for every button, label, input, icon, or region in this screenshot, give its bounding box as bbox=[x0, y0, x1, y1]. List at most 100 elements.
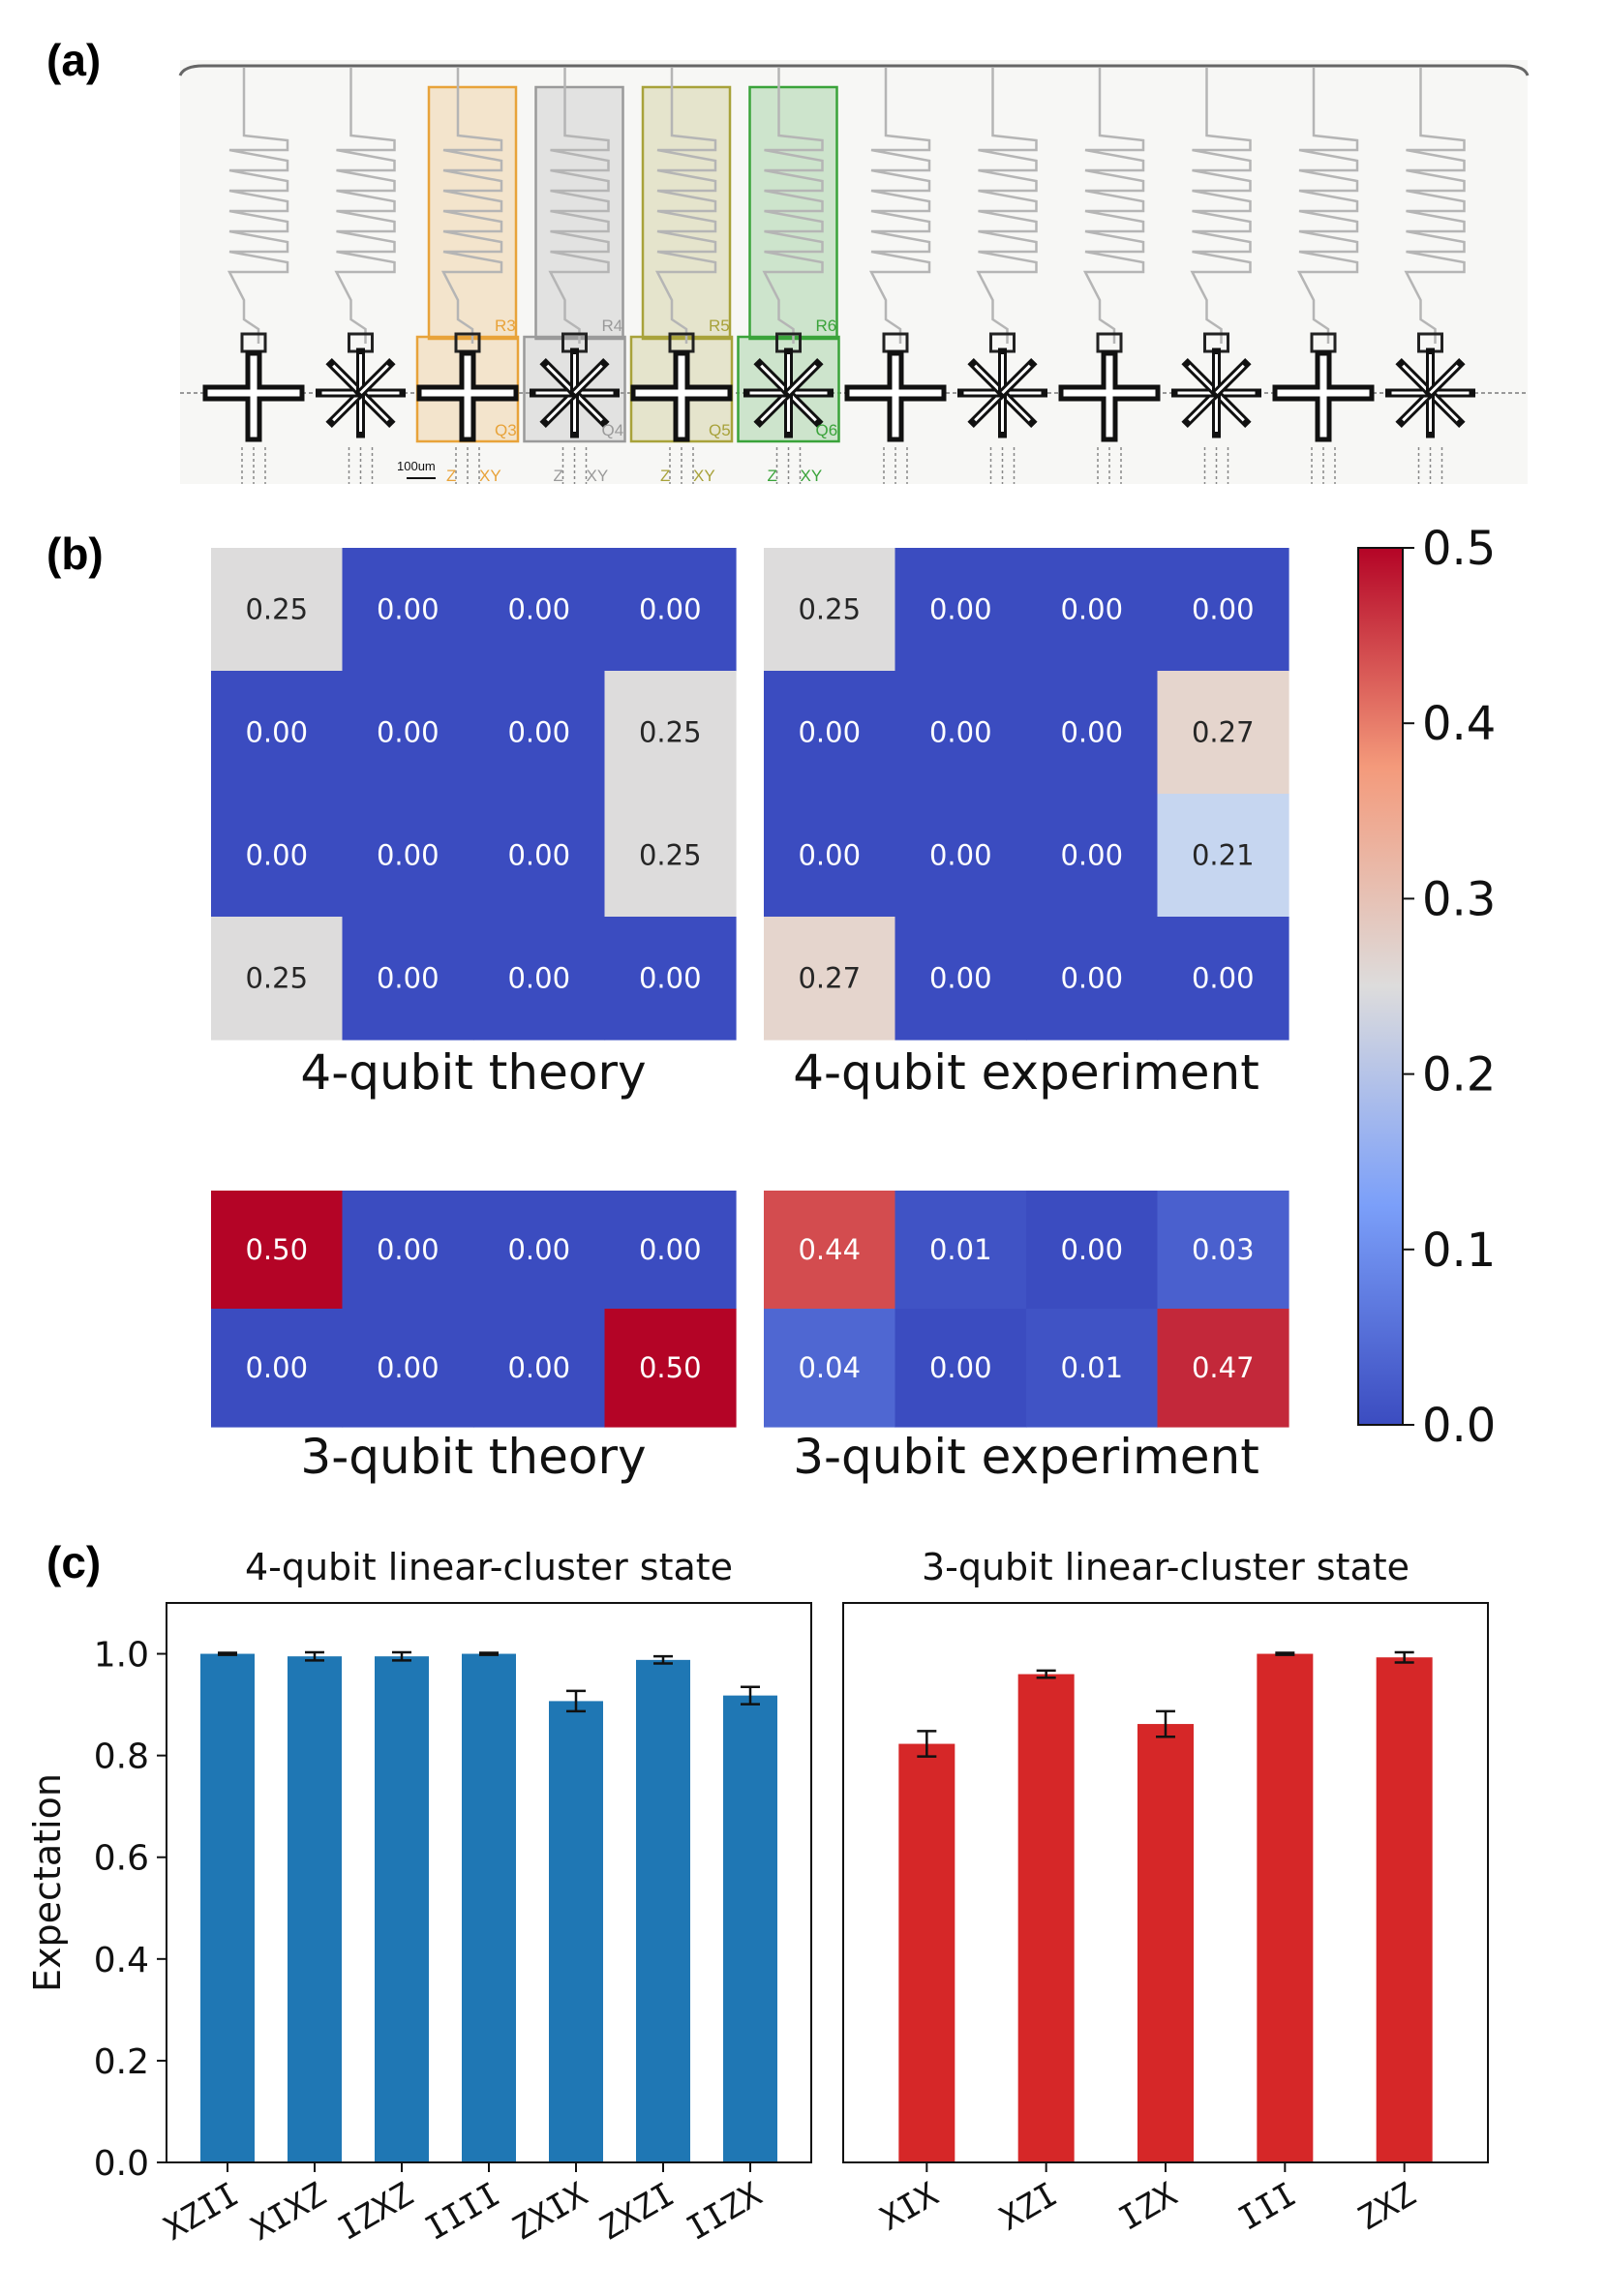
heatmap-cell bbox=[342, 671, 474, 795]
heatmap-cell bbox=[211, 917, 344, 1041]
bar bbox=[288, 1656, 342, 2162]
heatmap-cell-label: 0.00 bbox=[245, 1351, 308, 1384]
heatmap-cell bbox=[211, 1309, 344, 1428]
heatmap-cell bbox=[604, 1191, 737, 1310]
heatmap-cell bbox=[894, 1191, 1027, 1310]
heatmap-cell-label: 0.00 bbox=[639, 593, 702, 626]
resonator-highlight bbox=[534, 85, 624, 341]
resonator-label: R5 bbox=[709, 317, 730, 335]
cross-shape bbox=[416, 350, 519, 442]
heatmap-title: 4-qubit theory bbox=[300, 1044, 646, 1101]
heatmap-cell-label: 0.00 bbox=[377, 1233, 440, 1266]
star-arm-core bbox=[1429, 391, 1459, 422]
x-tick-label: XIX bbox=[874, 2175, 946, 2239]
star-arm-core bbox=[1188, 364, 1218, 395]
heatmap-cell bbox=[1026, 1309, 1159, 1428]
y-tick-label: 0.2 bbox=[94, 2042, 149, 2082]
heatmap-cell bbox=[342, 548, 474, 672]
colorbar-tick-label: 0.2 bbox=[1422, 1048, 1496, 1103]
heatmap-cell bbox=[1026, 1191, 1159, 1310]
heatmap: 0.25 0.00 0.00 0.00 0.00 0.00 0.00 0.27 0.00 0.00… bbox=[764, 548, 1289, 1101]
resonator-label: R3 bbox=[495, 317, 516, 335]
qubit-label: Q6 bbox=[816, 421, 838, 439]
heatmap-cell bbox=[764, 794, 896, 918]
cross-shape bbox=[630, 350, 733, 442]
qubit-label: Q4 bbox=[602, 421, 624, 439]
z-line-label: Z bbox=[554, 467, 563, 485]
panel-label-b: (b) bbox=[46, 529, 104, 579]
heatmap-cell bbox=[473, 1309, 606, 1428]
bar bbox=[1137, 1724, 1194, 2162]
heatmap-cell bbox=[1157, 917, 1289, 1041]
star-arm-core bbox=[573, 364, 603, 395]
z-line-label: Z bbox=[446, 467, 456, 485]
star-arm-core bbox=[1001, 391, 1031, 422]
colorbar-tick-label: 0.4 bbox=[1422, 697, 1496, 751]
bar bbox=[1257, 1653, 1314, 2162]
bar bbox=[636, 1659, 690, 2162]
heatmap-cell bbox=[473, 671, 606, 795]
panel-label-c: (c) bbox=[46, 1537, 101, 1587]
heatmap-cell-label: 0.00 bbox=[377, 1351, 440, 1384]
heatmap-cell bbox=[473, 917, 606, 1041]
xy-line-label: XY bbox=[587, 467, 609, 485]
star-arm-core bbox=[1215, 364, 1245, 395]
star-qubit bbox=[1171, 332, 1261, 438]
heatmap-cell-label: 0.27 bbox=[798, 962, 861, 995]
heatmap-cell-label: 0.00 bbox=[507, 1233, 570, 1266]
heatmap-cell-label: 0.25 bbox=[245, 593, 308, 626]
colorbar-tick-label: 0.3 bbox=[1422, 872, 1496, 926]
bar-chart-title: 4-qubit linear-cluster state bbox=[245, 1546, 733, 1588]
star-arm-core bbox=[1429, 364, 1459, 395]
heatmap-title: 3-qubit theory bbox=[300, 1429, 646, 1485]
resonator bbox=[868, 68, 931, 344]
star-arm-core bbox=[1402, 391, 1432, 422]
heatmap-cell-label: 0.25 bbox=[798, 593, 861, 626]
heatmap-cell-label: 0.00 bbox=[507, 962, 570, 995]
heatmap-cell bbox=[604, 548, 737, 672]
x-tick-label: IZXZ bbox=[332, 2175, 420, 2249]
xy-line-label: XY bbox=[801, 467, 823, 485]
resonator bbox=[976, 68, 1038, 344]
heatmap-title: 3-qubit experiment bbox=[793, 1429, 1259, 1485]
heatmap-cell bbox=[764, 671, 896, 795]
x-tick-label: ZXZI bbox=[593, 2175, 682, 2249]
resonator-label: R4 bbox=[602, 317, 623, 335]
heatmap-cell-label: 0.00 bbox=[798, 716, 861, 749]
heatmap-cell bbox=[1026, 917, 1159, 1041]
heatmap-cell bbox=[211, 1191, 344, 1310]
heatmap-cell bbox=[342, 1309, 474, 1428]
star-qubit bbox=[957, 332, 1047, 438]
feedline bbox=[178, 64, 1530, 76]
heatmap-cell-label: 0.25 bbox=[639, 839, 702, 872]
bar bbox=[549, 1701, 603, 2162]
bar-chart: XIX XZI IZX III ZXZ 3-qubit linear-cluster st… bbox=[842, 1546, 1489, 2239]
star-qubit bbox=[743, 332, 834, 438]
heatmap-cell-label: 0.00 bbox=[507, 593, 570, 626]
star-qubit bbox=[1385, 332, 1475, 438]
resonator-highlight bbox=[748, 85, 838, 341]
star-arm-core bbox=[332, 364, 362, 395]
heatmap-cell-label: 0.00 bbox=[798, 839, 861, 872]
bar bbox=[898, 1743, 955, 2162]
star-arm-core bbox=[974, 364, 1004, 395]
heatmap-cell bbox=[764, 1309, 896, 1428]
axes-frame bbox=[842, 1602, 1489, 2163]
heatmap-cell bbox=[1157, 1191, 1289, 1310]
xmon-qubit bbox=[416, 332, 519, 442]
xy-line-label: XY bbox=[479, 467, 501, 485]
heatmap-cell-label: 0.00 bbox=[929, 839, 992, 872]
heatmap-cell-label: 0.00 bbox=[377, 962, 440, 995]
star-arm-core bbox=[760, 391, 790, 422]
resonator bbox=[1296, 68, 1359, 344]
x-tick-label: IZX bbox=[1112, 2175, 1184, 2239]
heatmap-cell-label: 0.00 bbox=[1060, 593, 1123, 626]
x-tick-label: IIII bbox=[419, 2175, 507, 2249]
star-arm-core bbox=[359, 364, 389, 395]
resonator bbox=[334, 68, 396, 344]
heatmap-cell-label: 0.00 bbox=[377, 593, 440, 626]
bar bbox=[375, 1656, 429, 2162]
heatmap-cell bbox=[1026, 794, 1159, 918]
heatmap-cell bbox=[211, 794, 344, 918]
